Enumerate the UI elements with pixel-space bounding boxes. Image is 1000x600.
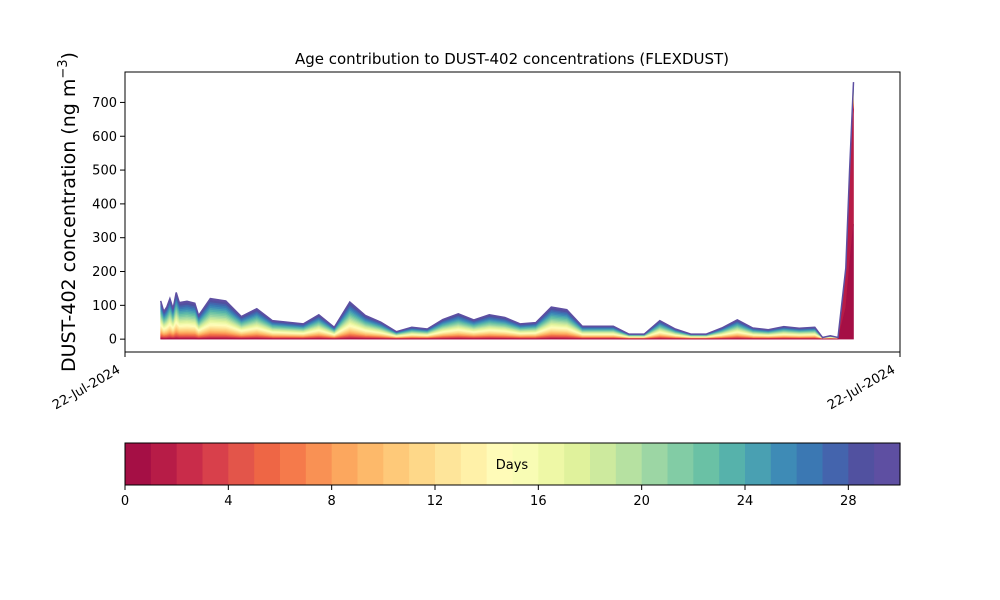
y-tick-label: 500 <box>92 164 117 179</box>
colorbar-segment <box>202 443 229 485</box>
colorbar-tick-label: 8 <box>328 494 336 509</box>
colorbar-tick-label: 12 <box>427 494 444 509</box>
colorbar-label: Days <box>496 458 529 473</box>
y-tick-label: 100 <box>92 299 117 314</box>
colorbar-segment <box>667 443 694 485</box>
colorbar-segment <box>357 443 384 485</box>
colorbar-segment <box>512 443 539 485</box>
age-band-area-15 <box>160 95 854 339</box>
age-band-area-6 <box>160 104 854 340</box>
y-axis-label-exponent: −3 <box>56 59 71 78</box>
colorbar-segment <box>254 443 281 485</box>
age-band-area-24 <box>160 86 854 339</box>
colorbar-segment <box>848 443 875 485</box>
age-band-area-27 <box>160 84 854 339</box>
age-band-area-0 <box>160 224 854 340</box>
colorbar-segment <box>538 443 565 485</box>
y-tick-label: 300 <box>92 231 117 246</box>
colorbar-segment <box>150 443 178 485</box>
colorbar-segment <box>331 443 359 485</box>
colorbar-segment <box>305 443 333 485</box>
y-tick-label: 600 <box>92 130 117 145</box>
colorbar-segment <box>874 443 901 485</box>
colorbar-segment <box>383 443 410 485</box>
age-band-area-7 <box>160 103 854 340</box>
y-axis-label: DUST-402 concentration (ng m−3) <box>56 52 80 372</box>
age-band-area-3 <box>160 107 854 340</box>
age-band-area-8 <box>160 102 854 340</box>
colorbar-segment <box>641 443 669 485</box>
age-band-area-1 <box>160 108 854 340</box>
age-band-area-25 <box>160 85 854 339</box>
colorbar-segment <box>770 443 798 485</box>
colorbar-segment <box>796 443 824 485</box>
chart-title: Age contribution to DUST-402 concentrati… <box>295 50 729 68</box>
age-band-area-2 <box>160 107 854 340</box>
colorbar-segment <box>745 443 772 485</box>
colorbar-tick-label: 16 <box>530 494 547 509</box>
colorbar-segment <box>719 443 746 485</box>
age-band-area-5 <box>160 105 854 340</box>
colorbar-segment <box>125 443 152 485</box>
total-outline <box>159 82 855 339</box>
age-band-area-16 <box>160 94 854 339</box>
y-tick-label: 200 <box>92 265 117 280</box>
y-tick-label: 400 <box>92 197 117 212</box>
colorbar-tick-label: 0 <box>121 494 129 509</box>
age-band-area-12 <box>160 98 854 340</box>
age-band-area-23 <box>160 87 854 339</box>
age-band-area-11 <box>160 99 854 340</box>
colorbar-segment <box>615 443 643 485</box>
age-band-area-22 <box>160 88 854 339</box>
colorbar-segment <box>280 443 307 485</box>
colorbar-segment <box>176 443 204 485</box>
colorbar-tick-label: 24 <box>737 494 754 509</box>
colorbar-segment <box>693 443 720 485</box>
age-band-area-10 <box>160 100 854 340</box>
colorbar-segment <box>228 443 255 485</box>
colorbar-segment <box>409 443 436 485</box>
age-band-area-9 <box>160 101 854 340</box>
colorbar-segment <box>822 443 849 485</box>
age-band-area-17 <box>160 93 854 339</box>
y-tick-label: 0 <box>109 333 117 348</box>
colorbar: 0 4 8 12 16 20 24 28 <box>121 442 901 509</box>
age-band-area-13 <box>160 97 854 340</box>
age-band-area-26 <box>160 84 854 339</box>
colorbar-segment <box>460 443 488 485</box>
age-band-area-29 <box>160 82 854 338</box>
colorbar-tick-label: 4 <box>224 494 232 509</box>
age-band-area-14 <box>160 96 854 339</box>
age-band-area-21 <box>160 89 854 339</box>
plot-area <box>159 82 855 340</box>
age-band-area-19 <box>160 91 854 339</box>
colorbar-frame <box>124 442 901 486</box>
y-axis-label-main: DUST-402 concentration (ng m <box>58 79 80 372</box>
colorbar-segment <box>435 443 462 485</box>
age-band-area-4 <box>160 106 854 340</box>
age-band-area-20 <box>160 90 854 339</box>
y-axis: 0 100 200 300 400 500 600 700 <box>92 96 125 348</box>
y-tick-label: 700 <box>92 96 117 111</box>
colorbar-segment <box>590 443 617 485</box>
x-tick-label: 22-Jul-2024 <box>825 362 898 413</box>
colorbar-segment <box>564 443 591 485</box>
colorbar-tick-label: 28 <box>840 494 857 509</box>
colorbar-segment <box>486 443 514 485</box>
axes-frame <box>124 71 901 353</box>
x-axis: 22-Jul-2024 22-Jul-2024 <box>50 352 901 413</box>
age-band-area-18 <box>160 92 854 339</box>
colorbar-tick-label: 20 <box>633 494 650 509</box>
y-axis-label-close: ) <box>58 52 80 59</box>
age-band-area-28 <box>160 83 854 338</box>
